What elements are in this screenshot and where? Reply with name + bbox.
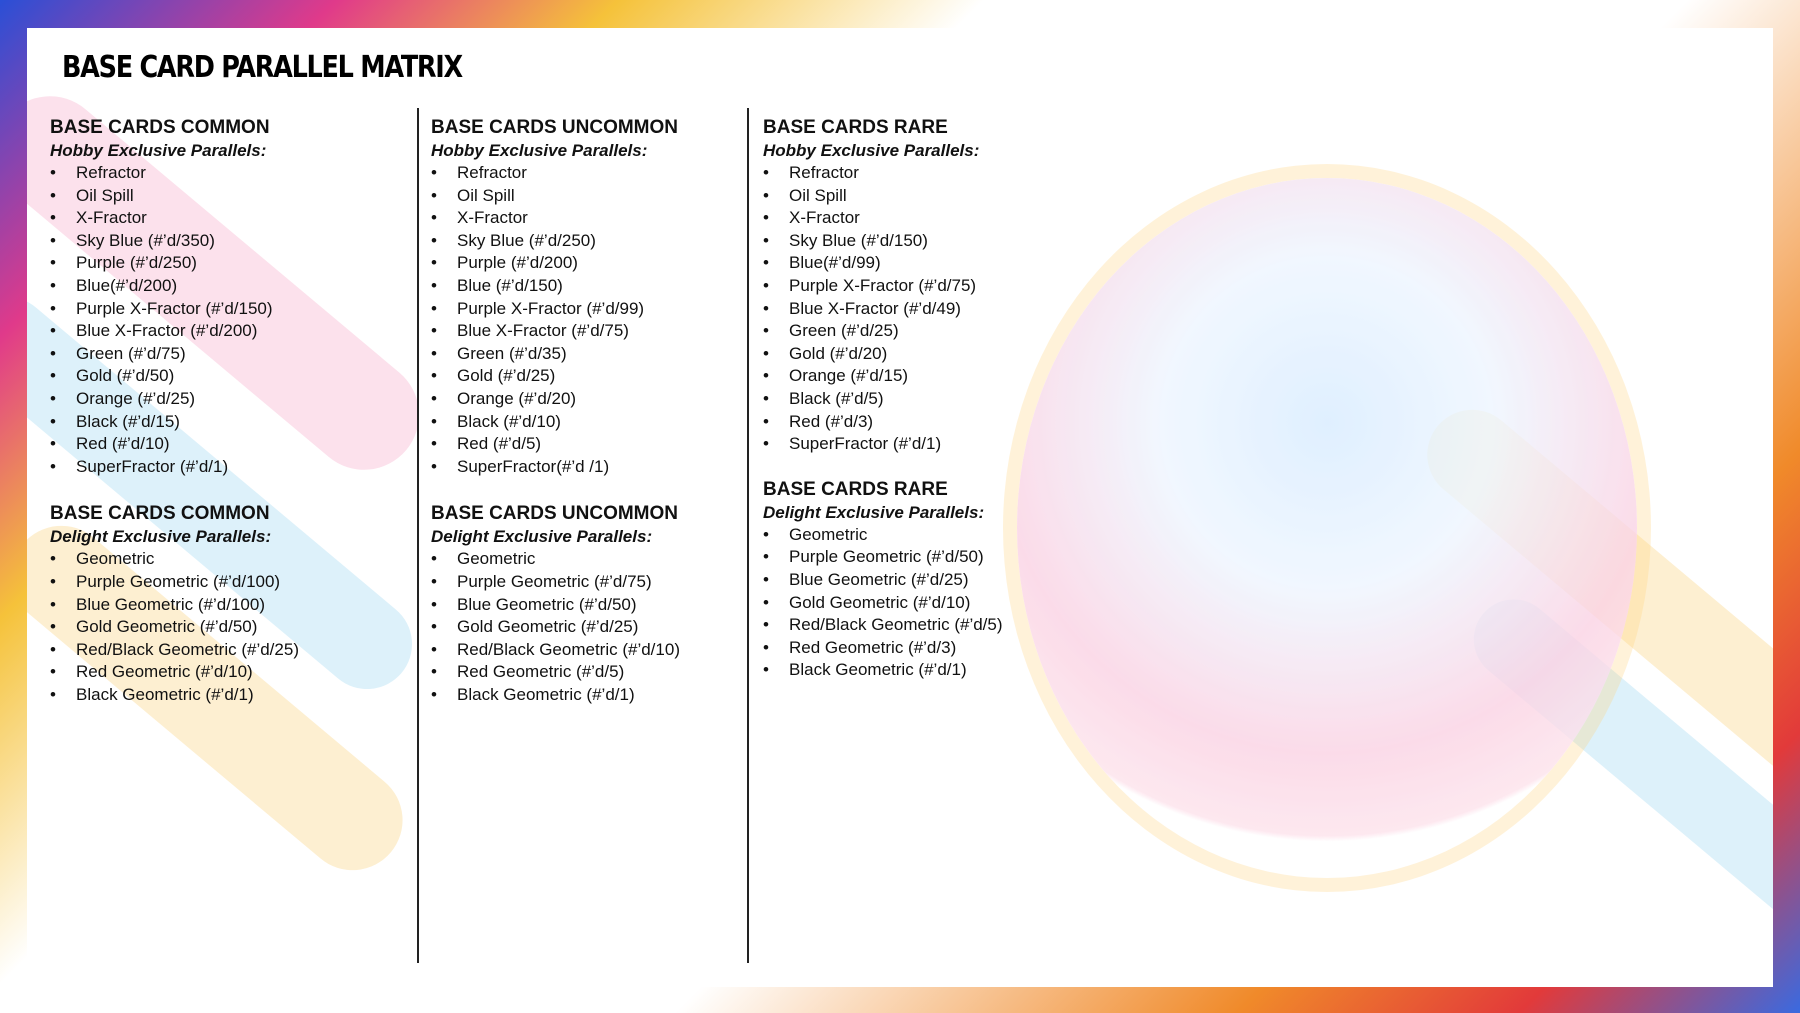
list-item: Gold Geometric (#’d/10) [763,592,1133,615]
list-item: Orange (#’d/25) [50,388,420,411]
list-item: Orange (#’d/20) [431,388,801,411]
list-item: Black (#’d/10) [431,411,801,434]
list-item: Black (#’d/15) [50,411,420,434]
parallel-section: BASE CARDS COMMON Delight Exclusive Para… [50,502,420,706]
list-item: SuperFractor (#’d/1) [50,456,420,479]
section-title: BASE CARDS RARE [763,117,948,138]
list-item: Purple X-Fractor (#’d/99) [431,298,801,321]
list-item: Gold (#’d/20) [763,343,1133,366]
section-subtitle: Hobby Exclusive Parallels: [50,141,267,160]
list-item: X-Fractor [763,207,1133,230]
list-item: Red (#’d/3) [763,411,1133,434]
list-item: Oil Spill [431,185,801,208]
list-item: Refractor [50,162,420,185]
list-item: Black (#’d/5) [763,388,1133,411]
parallel-list: GeometricPurple Geometric (#’d/100)Blue … [50,548,420,706]
list-item: Gold Geometric (#’d/25) [431,616,801,639]
list-item: Purple (#’d/250) [50,252,420,275]
column-divider [417,108,419,963]
list-item: Black Geometric (#’d/1) [50,684,420,707]
list-item: Blue X-Fractor (#’d/200) [50,320,420,343]
list-item: Red/Black Geometric (#’d/25) [50,639,420,662]
list-item: Geometric [50,548,420,571]
parallel-section: BASE CARDS UNCOMMON Hobby Exclusive Para… [431,116,801,478]
section-title: BASE CARDS UNCOMMON [431,117,678,138]
list-item: Red/Black Geometric (#’d/5) [763,614,1133,637]
column-divider [747,108,749,963]
list-item: Orange (#’d/15) [763,365,1133,388]
list-item: Green (#’d/75) [50,343,420,366]
parallel-list: GeometricPurple Geometric (#’d/75)Blue G… [431,548,801,706]
list-item: Sky Blue (#’d/150) [763,230,1133,253]
list-item: Red (#’d/5) [431,433,801,456]
column-2: BASE CARDS UNCOMMON Hobby Exclusive Para… [431,116,801,728]
list-item: Black Geometric (#’d/1) [431,684,801,707]
list-item: SuperFractor(#’d /1) [431,456,801,479]
section-title: BASE CARDS UNCOMMON [431,503,678,525]
list-item: Gold (#’d/25) [431,365,801,388]
parallel-list: RefractorOil SpillX-FractorSky Blue (#’d… [763,162,1133,456]
list-item: Oil Spill [763,185,1133,208]
list-item: Red Geometric (#’d/3) [763,637,1133,660]
list-item: Red Geometric (#’d/5) [431,661,801,684]
list-item: Blue(#’d/200) [50,275,420,298]
parallel-section: BASE CARDS RARE Hobby Exclusive Parallel… [763,116,1133,456]
list-item: Red (#’d/10) [50,433,420,456]
parallel-list: GeometricPurple Geometric (#’d/50)Blue G… [763,524,1133,682]
list-item: Red Geometric (#’d/10) [50,661,420,684]
list-item: Blue Geometric (#’d/100) [50,594,420,617]
parallel-section: BASE CARDS RARE Delight Exclusive Parall… [763,478,1133,682]
list-item: Gold Geometric (#’d/50) [50,616,420,639]
list-item: Purple X-Fractor (#’d/150) [50,298,420,321]
slide: BASE CARD PARALLEL MATRIX BASE CARDS COM… [27,28,1773,987]
parallel-list: RefractorOil SpillX-FractorSky Blue (#’d… [431,162,801,478]
list-item: Gold (#’d/50) [50,365,420,388]
list-item: X-Fractor [50,207,420,230]
section-subtitle: Hobby Exclusive Parallels: [763,141,980,160]
list-item: Refractor [431,162,801,185]
list-item: Blue (#’d/150) [431,275,801,298]
list-item: Sky Blue (#’d/350) [50,230,420,253]
list-item: Refractor [763,162,1133,185]
list-item: Purple Geometric (#’d/75) [431,571,801,594]
list-item: Purple Geometric (#’d/100) [50,571,420,594]
list-item: Black Geometric (#’d/1) [763,659,1133,682]
parallel-section: BASE CARDS UNCOMMON Delight Exclusive Pa… [431,502,801,706]
section-title: BASE CARDS COMMON [50,117,270,138]
list-item: Blue Geometric (#’d/25) [763,569,1133,592]
page-title: BASE CARD PARALLEL MATRIX [62,50,463,85]
list-item: Red/Black Geometric (#’d/10) [431,639,801,662]
list-item: Sky Blue (#’d/250) [431,230,801,253]
parallel-section: BASE CARDS COMMON Hobby Exclusive Parall… [50,116,420,478]
list-item: Purple X-Fractor (#’d/75) [763,275,1133,298]
list-item: Geometric [763,524,1133,547]
list-item: Oil Spill [50,185,420,208]
parallel-list: RefractorOil SpillX-FractorSky Blue (#’d… [50,162,420,478]
column-3: BASE CARDS RARE Hobby Exclusive Parallel… [763,116,1133,704]
list-item: X-Fractor [431,207,801,230]
list-item: SuperFractor (#’d/1) [763,433,1133,456]
list-item: Blue(#’d/99) [763,252,1133,275]
list-item: Purple (#’d/200) [431,252,801,275]
section-subtitle: Delight Exclusive Parallels: [50,527,272,547]
section-title: BASE CARDS RARE [763,478,948,500]
list-item: Blue X-Fractor (#’d/75) [431,320,801,343]
list-item: Geometric [431,548,801,571]
list-item: Green (#’d/25) [763,320,1133,343]
list-item: Green (#’d/35) [431,343,801,366]
list-item: Blue Geometric (#’d/50) [431,594,801,617]
column-1: BASE CARDS COMMON Hobby Exclusive Parall… [50,116,420,728]
list-item: Blue X-Fractor (#’d/49) [763,298,1133,321]
list-item: Purple Geometric (#’d/50) [763,546,1133,569]
section-subtitle: Hobby Exclusive Parallels: [431,141,648,160]
section-subtitle: Delight Exclusive Parallels: [431,527,653,547]
section-title: BASE CARDS COMMON [50,503,270,525]
section-subtitle: Delight Exclusive Parallels: [763,502,985,522]
